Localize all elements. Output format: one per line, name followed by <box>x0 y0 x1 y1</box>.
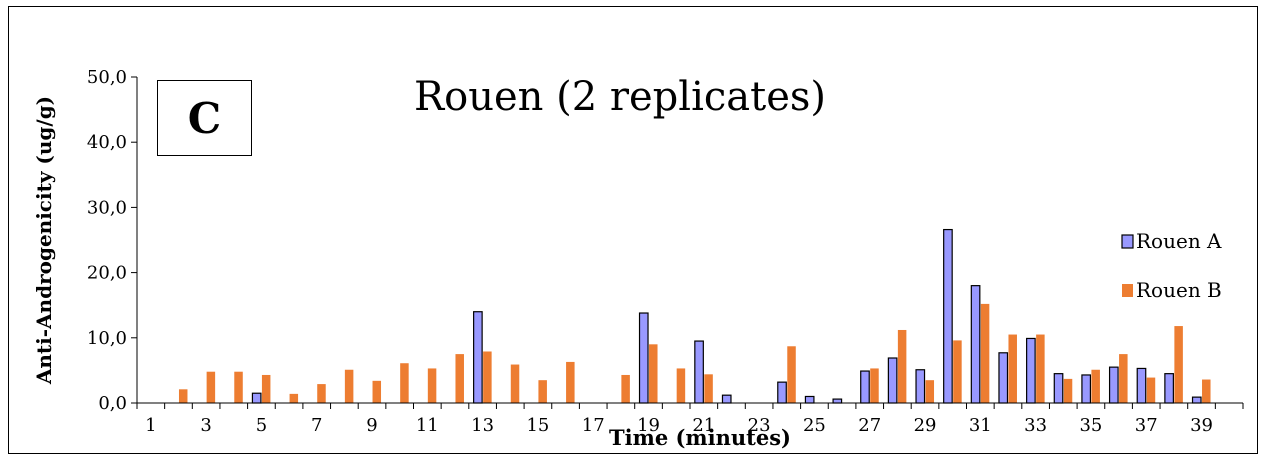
legend-rouen-a-swatch <box>1121 234 1134 249</box>
legend-rouen-b-swatch <box>1122 284 1133 297</box>
bar-rouen-a <box>943 228 953 404</box>
bar-rouen-b <box>621 374 630 403</box>
y-axis-label: Anti-Androgenicity (ug/g) <box>32 95 56 385</box>
bar-rouen-a <box>1081 374 1092 404</box>
x-tick-label: 7 <box>311 415 322 436</box>
legend: Rouen A Rouen B <box>1121 229 1222 302</box>
bar-rouen-b <box>649 344 658 403</box>
bar-rouen-b <box>261 374 271 403</box>
x-tick-label: 37 <box>1135 415 1158 436</box>
x-tick-label: 31 <box>969 415 992 436</box>
y-tick-label: 40,0 <box>87 132 127 153</box>
x-tick-label: 13 <box>471 415 494 436</box>
x-tick-label: 17 <box>582 415 605 436</box>
x-tick-label: 5 <box>256 415 267 436</box>
y-tick-label: 30,0 <box>87 197 127 218</box>
bar-rouen-b <box>344 369 354 403</box>
bar-rouen-a <box>1026 337 1036 404</box>
bar-rouen-a <box>721 394 732 404</box>
bar-rouen-a <box>1191 396 1202 404</box>
chart-title: Rouen (2 replicates) <box>414 74 826 120</box>
bar-rouen-b <box>483 351 492 403</box>
bar-rouen-b <box>1063 378 1073 403</box>
x-tick-label: 15 <box>526 415 549 436</box>
bar-rouen-a <box>1053 373 1064 404</box>
bar-rouen-a <box>970 285 981 404</box>
bar-rouen-b <box>1202 379 1211 403</box>
bar-rouen-b <box>1036 334 1045 403</box>
bar-rouen-b <box>178 389 188 403</box>
x-tick-label: 27 <box>858 415 881 436</box>
bar-rouen-b <box>953 340 962 403</box>
bar-rouen-a <box>251 392 262 404</box>
bar-rouen-a <box>777 381 787 404</box>
x-tick-label: 25 <box>803 415 826 436</box>
bar-rouen-b <box>925 380 935 403</box>
bar-rouen-b <box>566 361 575 403</box>
bar-rouen-b <box>980 303 990 403</box>
bar-rouen-b <box>206 371 216 403</box>
x-tick-label: 29 <box>914 415 937 436</box>
bar-rouen-a <box>915 369 926 404</box>
bar-rouen-a <box>1164 373 1174 404</box>
bar-rouen-b <box>1146 377 1156 403</box>
x-tick-label: 1 <box>145 415 156 436</box>
bar-rouen-b <box>427 368 437 403</box>
bar-rouen-b <box>1091 369 1100 403</box>
x-tick-label: 23 <box>748 415 771 436</box>
bar-rouen-b <box>704 374 713 403</box>
panel-letter: C <box>187 93 222 143</box>
bar-rouen-a <box>998 352 1009 404</box>
x-tick-label: 21 <box>692 415 715 436</box>
bar-rouen-a <box>694 340 704 404</box>
bar-rouen-b <box>897 329 907 403</box>
bar-rouen-b <box>1119 354 1128 403</box>
bar-rouen-b <box>455 354 464 403</box>
bar-rouen-a <box>860 370 870 404</box>
bar-rouen-a <box>473 311 483 404</box>
y-tick-label: 50,0 <box>87 67 127 88</box>
legend-rouen-a-label: Rouen A <box>1136 229 1222 253</box>
y-tick-label: 0,0 <box>98 393 127 414</box>
bar-rouen-a <box>804 395 815 404</box>
bar-rouen-a <box>1136 367 1147 404</box>
bars-group <box>178 228 1211 404</box>
bar-rouen-b <box>317 384 326 403</box>
axes-group: 0,010,020,030,040,050,01 3 5 7 9 11 13 15 17 19 21… <box>87 67 1244 436</box>
bar-rouen-b <box>787 346 796 403</box>
bar-rouen-b <box>1174 326 1183 403</box>
bar-rouen-a <box>638 312 649 404</box>
x-tick-label: 39 <box>1190 415 1213 436</box>
x-tick-label: 19 <box>637 415 660 436</box>
bar-rouen-a <box>832 398 843 404</box>
y-tick-label: 20,0 <box>87 263 127 284</box>
y-tick-label: 10,0 <box>87 328 127 349</box>
bar-rouen-b <box>1008 334 1017 403</box>
bar-rouen-b <box>400 363 409 403</box>
bar-rouen-b <box>538 380 547 403</box>
bar-rouen-b <box>870 368 879 403</box>
bar-rouen-b <box>372 380 382 403</box>
x-tick-label: 33 <box>1024 415 1047 436</box>
bar-rouen-b <box>289 393 299 403</box>
x-axis-label: Time (minutes) <box>609 425 791 450</box>
x-tick-label: 3 <box>200 415 211 436</box>
bar-rouen-b <box>510 364 520 403</box>
bar-rouen-a <box>1108 366 1119 404</box>
x-tick-label: 11 <box>416 415 439 436</box>
bar-rouen-b <box>234 371 243 403</box>
x-tick-label: 9 <box>366 415 377 436</box>
panel-letter-box: C <box>157 80 252 156</box>
x-tick-label: 35 <box>1079 415 1102 436</box>
bar-rouen-b <box>676 368 686 403</box>
bar-rouen-a <box>887 357 898 404</box>
chart-frame <box>8 6 1258 454</box>
legend-rouen-b-label: Rouen B <box>1136 278 1222 302</box>
